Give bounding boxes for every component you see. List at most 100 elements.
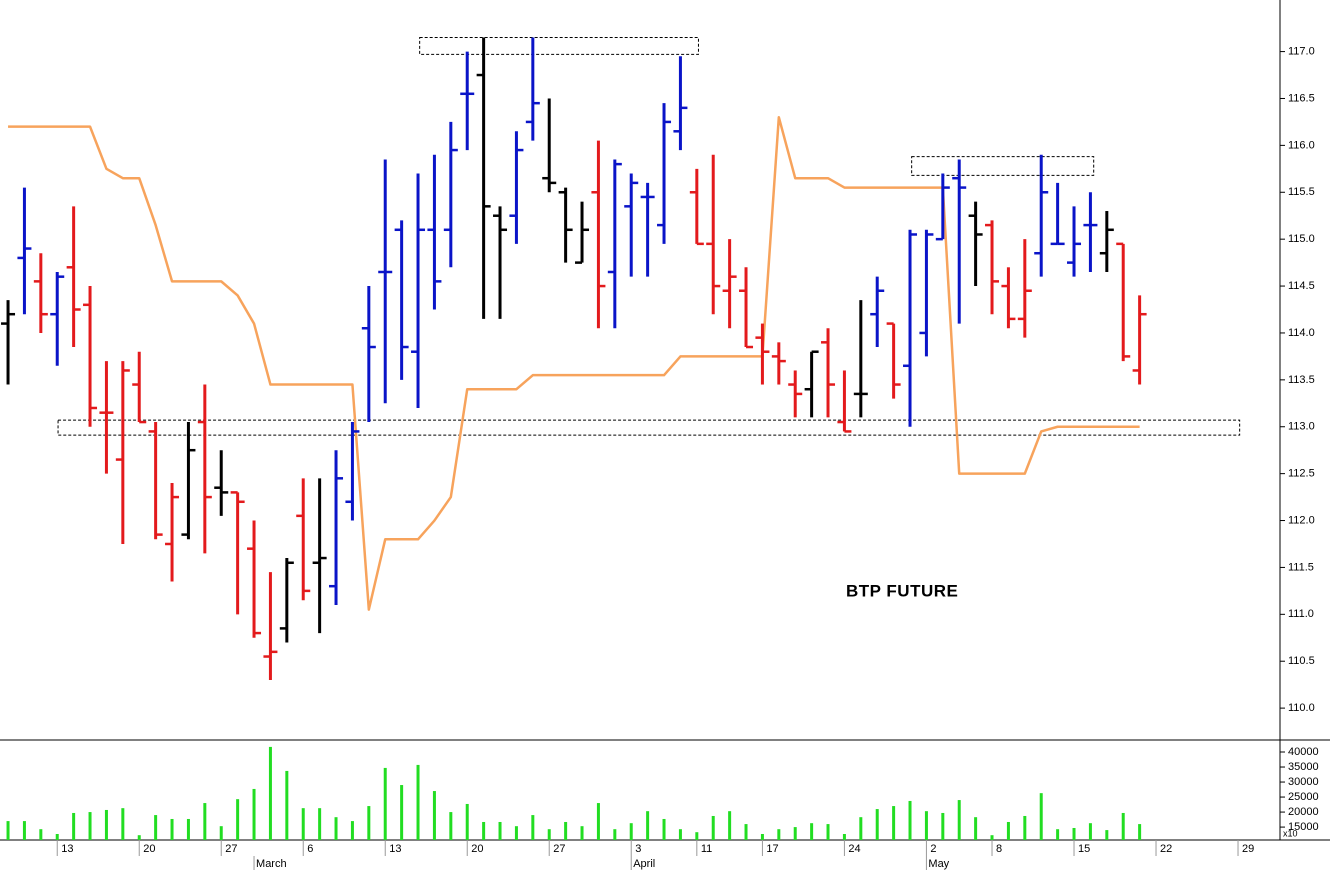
volume-bar (482, 821, 486, 840)
volume-bar (924, 811, 928, 840)
y-tick-label: 110.5 (1288, 655, 1315, 667)
x-tick-label: 3 (635, 843, 641, 855)
level-box (911, 156, 1095, 176)
volume-bar (236, 799, 240, 840)
volume-bar (908, 800, 912, 840)
volume-tick-label: 30000 (1288, 776, 1319, 788)
volume-bar (170, 818, 174, 840)
y-tick-label: 115.0 (1288, 233, 1315, 245)
volume-bar (629, 823, 633, 840)
volume-bar (285, 770, 289, 840)
volume-bar (875, 809, 879, 840)
volume-bar (974, 817, 978, 840)
volume-bar (88, 812, 92, 840)
volume-bar (350, 821, 354, 840)
annotation: BTP FUTURE (846, 581, 958, 600)
volume-bar (1023, 815, 1027, 840)
month-label: April (633, 858, 655, 870)
volume-bar (55, 833, 59, 840)
y-tick-label: 115.5 (1288, 186, 1315, 198)
x-tick-label: 20 (143, 843, 155, 855)
volume-bar (826, 824, 830, 840)
volume-bar (1056, 829, 1060, 840)
x-tick-label: 17 (766, 843, 778, 855)
volume-bar (318, 808, 322, 840)
volume-bar (1138, 824, 1142, 840)
y-tick-label: 111.0 (1288, 608, 1314, 620)
volume-bar (564, 821, 568, 840)
volume-bar (711, 815, 715, 840)
volume-bar (1006, 821, 1010, 840)
volume-bar (432, 791, 436, 840)
month-label: March (256, 858, 287, 870)
y-tick-label: 114.5 (1288, 280, 1315, 292)
volume-bar (957, 800, 961, 840)
x-tick-label: 24 (848, 843, 860, 855)
y-tick-label: 114.0 (1288, 327, 1315, 339)
y-tick-label: 116.0 (1288, 139, 1315, 151)
volume-bar (810, 823, 814, 840)
month-label: May (928, 858, 949, 870)
volume-bar (892, 806, 896, 840)
x-tick-label: 29 (1242, 843, 1254, 855)
volume-tick-label: 35000 (1288, 761, 1319, 773)
volume-tick-label: 40000 (1288, 746, 1319, 758)
volume-bar (137, 835, 141, 840)
volume-bar (695, 832, 699, 840)
volume-bar (72, 812, 76, 840)
volume-bar (580, 826, 584, 840)
y-tick-label: 113.5 (1288, 374, 1315, 386)
volume-bar (728, 811, 732, 840)
x-tick-label: 27 (225, 843, 237, 855)
volume-bar (367, 806, 371, 840)
x-tick-label: 11 (701, 843, 712, 855)
y-tick-label: 110.0 (1288, 702, 1315, 714)
y-tick-label: 112.5 (1288, 468, 1315, 480)
volume-bar (186, 818, 190, 840)
volume-bar (613, 829, 617, 840)
volume-bar (121, 808, 125, 840)
volume-bar (203, 803, 207, 840)
volume-bar (104, 809, 108, 840)
volume-tick-label: 25000 (1288, 791, 1319, 803)
volume-bar (547, 829, 551, 840)
y-tick-label: 111.5 (1288, 561, 1314, 573)
x-tick-label: 27 (553, 843, 565, 855)
level-box (57, 419, 1241, 436)
volume-bar (842, 833, 846, 840)
volume-scale-label: x10 (1283, 828, 1298, 838)
volume-bar (6, 821, 10, 840)
volume-tick-label: 20000 (1288, 806, 1319, 818)
volume-bar (416, 764, 420, 840)
volume-bar (646, 811, 650, 840)
volume-bar (744, 824, 748, 840)
volume-bar (22, 821, 26, 840)
x-tick-label: 22 (1160, 843, 1172, 855)
volume-bar (400, 785, 404, 840)
x-tick-label: 6 (307, 843, 313, 855)
volume-bar (383, 767, 387, 840)
y-tick-label: 112.0 (1288, 514, 1315, 526)
volume-bar (678, 829, 682, 840)
volume-bar (990, 835, 994, 840)
volume-bar (1088, 823, 1092, 840)
x-tick-label: 20 (471, 843, 483, 855)
volume-bar (268, 746, 272, 840)
volume-bar (777, 829, 781, 840)
volume-bar (760, 833, 764, 840)
volume-bar (465, 803, 469, 840)
x-tick-label: 15 (1078, 843, 1090, 855)
volume-bar (1039, 793, 1043, 840)
volume-bar (449, 812, 453, 840)
x-tick-label: 13 (61, 843, 73, 855)
volume-bar (531, 815, 535, 840)
volume-bar (596, 803, 600, 840)
volume-bar (793, 827, 797, 840)
x-tick-label: 13 (389, 843, 401, 855)
volume-bar (252, 788, 256, 840)
volume-bar (498, 821, 502, 840)
volume-bar (941, 812, 945, 840)
x-tick-label: 8 (996, 843, 1002, 855)
volume-bar (1105, 830, 1109, 840)
volume-bar (859, 817, 863, 840)
